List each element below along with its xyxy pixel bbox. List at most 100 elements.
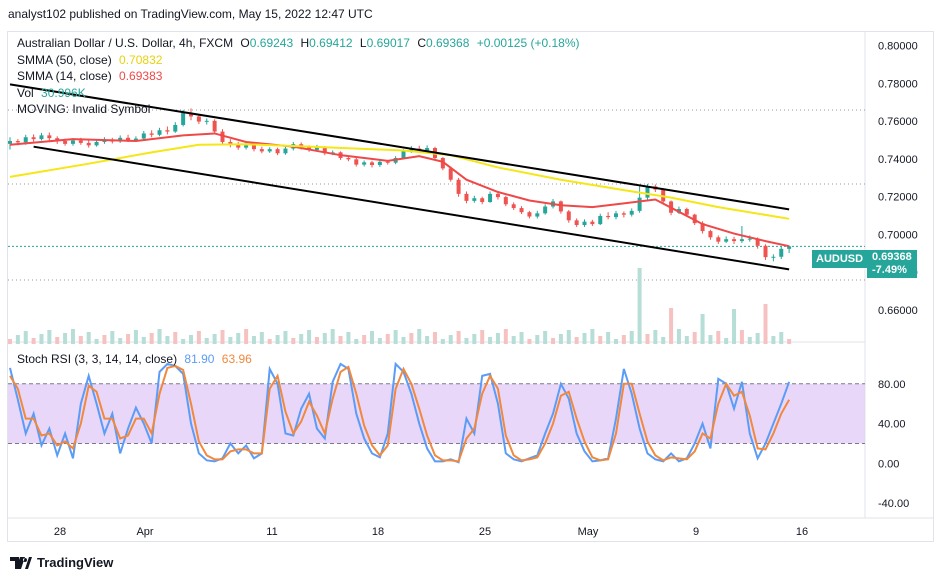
legend-smma50-row[interactable]: SMMA (50, close) 0.70832	[17, 52, 162, 68]
candle-body	[535, 213, 540, 217]
volume-bar	[8, 339, 12, 344]
volume-bar	[377, 338, 382, 344]
volume-bar	[275, 335, 280, 344]
time-tick-label: 25	[479, 526, 491, 538]
volume-bar	[417, 329, 422, 344]
volume-bar	[102, 335, 107, 344]
legend-moving-row[interactable]: MOVING: Invalid Symbol	[17, 101, 150, 117]
volume-bar	[763, 304, 768, 344]
price-tick-label: 0.66000	[878, 305, 918, 317]
candle-body	[23, 137, 28, 143]
candle-body	[629, 210, 634, 215]
price-tick-label: 0.78000	[878, 78, 918, 90]
volume-bar	[779, 332, 784, 344]
candle-body	[322, 147, 327, 154]
candle-body	[401, 151, 406, 159]
smma50-line	[9, 143, 790, 220]
candle-body	[763, 245, 768, 258]
candle-body	[63, 141, 68, 144]
volume-bar	[346, 332, 351, 344]
candle-body	[126, 137, 131, 141]
smma14-line	[9, 132, 790, 248]
legend-smma14-row[interactable]: SMMA (14, close) 0.69383	[17, 68, 162, 84]
volume-bar	[236, 333, 241, 344]
chart-frame	[7, 31, 934, 542]
open-label: O	[240, 36, 250, 50]
volume-bar	[724, 338, 729, 344]
volume-bar	[755, 333, 760, 344]
volume-bar	[684, 336, 689, 344]
volume-bar	[669, 308, 674, 344]
volume-bar	[126, 334, 131, 344]
legend-stoch-row[interactable]: Stoch RSI (3, 3, 14, 14, close) 81.90 63…	[17, 351, 252, 367]
last-price-value: 0.69368	[872, 251, 912, 263]
candle-body	[70, 140, 75, 144]
volume-label: Vol	[17, 86, 34, 100]
stoch-k-line	[9, 361, 791, 464]
volume-bar	[739, 330, 744, 344]
candle-body	[31, 137, 36, 140]
volume-bar	[165, 336, 170, 344]
candle-body	[275, 149, 280, 154]
volume-bar	[110, 331, 115, 344]
candle-body	[259, 149, 264, 152]
volume-bar	[338, 336, 343, 344]
candle-body	[739, 239, 744, 242]
volume-bar	[307, 330, 312, 344]
volume-bar	[700, 314, 705, 344]
candle-body	[480, 198, 485, 203]
candle-body	[566, 211, 571, 221]
candle-body	[425, 148, 430, 151]
volume-bar	[621, 335, 626, 344]
volume-bar	[149, 333, 154, 344]
volume-bar	[228, 337, 233, 344]
volume-bar	[511, 336, 516, 344]
legend-volume-row[interactable]: Vol 30.996K	[17, 85, 86, 101]
candle-body	[39, 135, 44, 140]
volume-bar	[464, 338, 469, 344]
volume-bar	[55, 337, 60, 344]
volume-bar	[582, 333, 587, 344]
candle-body	[747, 238, 752, 240]
last-price-pct: -7.49%	[872, 264, 907, 276]
candle-body	[527, 212, 532, 217]
candle-body	[362, 162, 367, 165]
smma50-value: 0.70832	[119, 53, 163, 67]
volume-bar	[157, 329, 162, 344]
volume-bar	[362, 335, 367, 344]
channel-lower-line	[33, 145, 790, 271]
time-tick-label: 28	[54, 526, 66, 538]
volume-bar	[558, 334, 563, 344]
candle-body	[181, 112, 186, 125]
volume-bar	[629, 331, 634, 344]
volume-bar	[566, 330, 571, 344]
candle-body	[755, 238, 760, 246]
symbol-name[interactable]: Australian Dollar / U.S. Dollar, 4h, FXC…	[17, 36, 234, 50]
volume-bar	[495, 333, 500, 344]
candle-body	[488, 193, 493, 203]
candle-body	[78, 140, 83, 143]
tradingview-footer[interactable]: TradingView	[10, 555, 113, 570]
volume-bar	[133, 330, 138, 344]
high-value: 0.69412	[309, 36, 353, 50]
volume-bar	[354, 339, 359, 344]
time-tick-label: 9	[693, 526, 699, 538]
candle-body	[472, 198, 477, 201]
candle-body	[212, 120, 217, 132]
candle-body	[267, 149, 272, 152]
last-price-tag: 0.69368 -7.49%	[867, 250, 917, 278]
price-candles	[8, 108, 792, 262]
volume-bar	[141, 337, 146, 344]
candle-body	[495, 193, 500, 198]
candle-body	[228, 141, 233, 145]
candle-body	[700, 223, 705, 232]
volume-bar	[181, 339, 186, 344]
stoch-d-value: 63.96	[221, 352, 252, 366]
volume-bar	[370, 331, 375, 344]
stoch-label: Stoch RSI (3, 3, 14, 14, close)	[17, 352, 178, 366]
candle-body	[314, 147, 319, 150]
volume-bar	[47, 330, 52, 344]
volume-bar	[23, 331, 28, 344]
legend-symbol-row: Australian Dollar / U.S. Dollar, 4h, FXC…	[17, 35, 579, 51]
